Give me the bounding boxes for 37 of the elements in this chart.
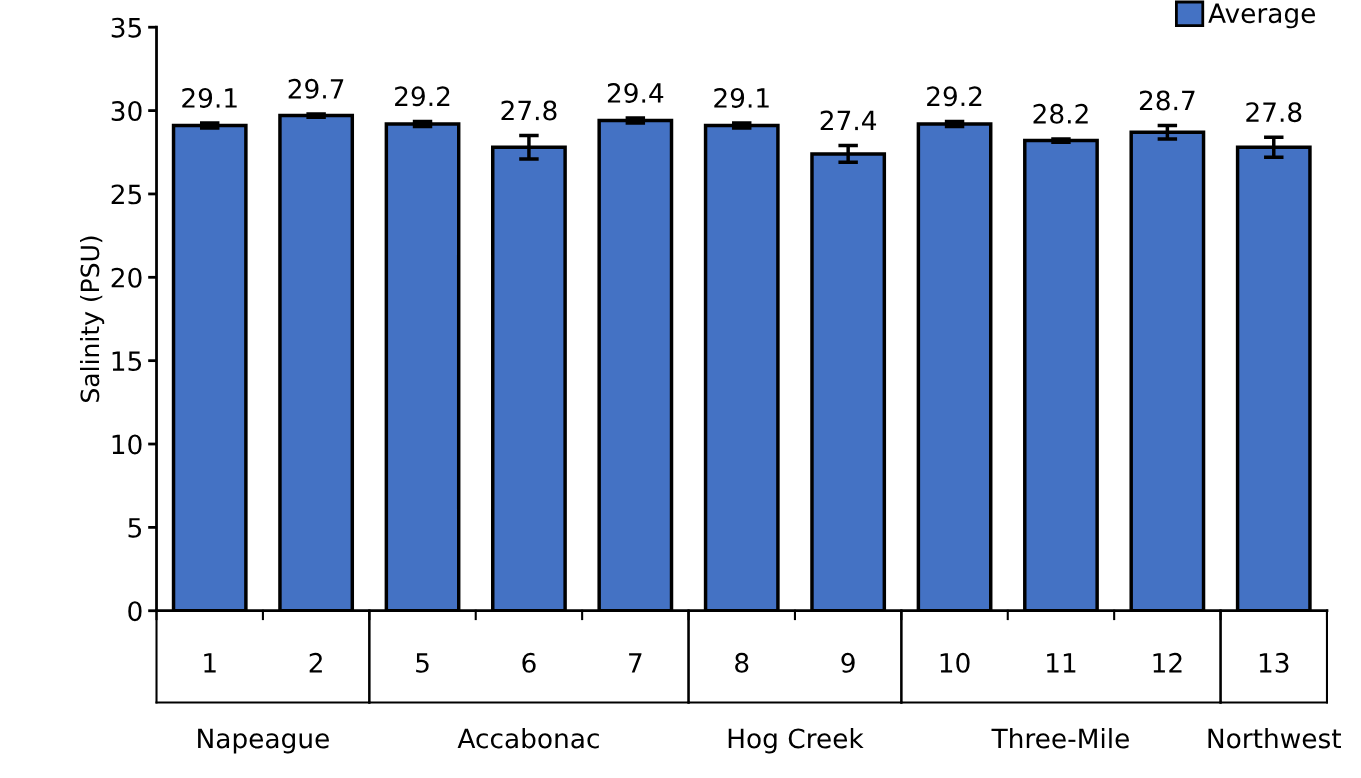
y-tick-label: 10 — [112, 434, 142, 455]
data-label: 29.1 — [714, 88, 769, 108]
x-tick-label: 12 — [1153, 652, 1182, 673]
x-tick-label: 11 — [1047, 653, 1076, 673]
text: Three-Mile — [991, 728, 1129, 749]
y-tick-label: 5 — [128, 518, 142, 538]
x-tick-label: 13 — [1259, 652, 1289, 673]
legend-label: Average — [1208, 3, 1316, 29]
y-tick-label: 0 — [128, 601, 142, 622]
y-tick-label: 15 — [112, 351, 142, 372]
y-tick-label: 30 — [111, 101, 142, 121]
x-tick-label: 5 — [416, 653, 429, 673]
x-tick-label: 8 — [735, 652, 749, 673]
data-label: 29.7 — [288, 78, 344, 99]
data-label: 27.4 — [820, 110, 877, 131]
data-label: 29.1 — [182, 88, 237, 108]
x-tick-label: 2 — [309, 652, 322, 673]
y-tick-label: 20 — [111, 267, 142, 288]
data-label: 27.8 — [1246, 102, 1302, 123]
text: Accabonac — [457, 728, 599, 749]
x-tick-label: 1 — [204, 653, 216, 673]
data-label: 29.2 — [395, 86, 450, 107]
text: Hog Creek — [728, 728, 864, 754]
x-tick-label: 6 — [522, 652, 536, 673]
data-label: 28.2 — [1033, 103, 1088, 124]
text: Northwest — [1208, 728, 1341, 749]
x-tick-label: 10 — [940, 652, 970, 673]
y-axis-title: Salinity (PSU) — [79, 236, 105, 402]
x-tick-label: 7 — [629, 653, 642, 673]
data-label: 28.7 — [1139, 90, 1195, 111]
data-label: 29.4 — [607, 83, 664, 103]
y-tick-label: 35 — [111, 17, 142, 38]
text: Napeague — [198, 728, 329, 754]
x-tick-label: 9 — [841, 652, 855, 673]
data-label: 29.2 — [927, 86, 982, 107]
data-label: 27.8 — [501, 100, 557, 121]
y-tick-label: 25 — [111, 184, 142, 205]
